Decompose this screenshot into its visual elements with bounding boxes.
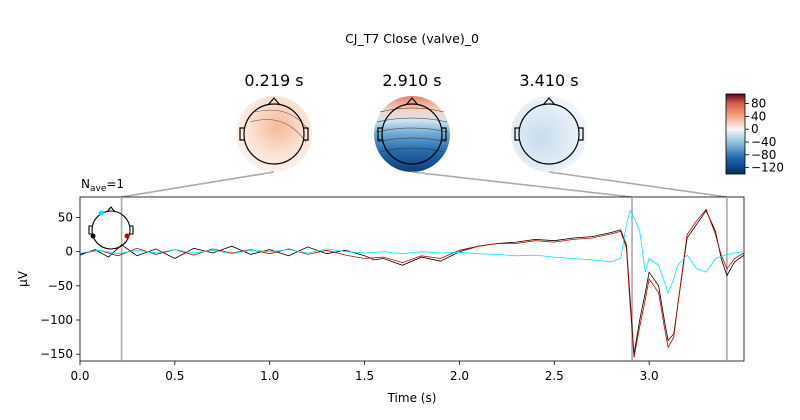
topomap-1-time: 0.219 s bbox=[244, 71, 303, 90]
y-tick-label: −150 bbox=[40, 347, 73, 361]
topomap-3-time: 3.410 s bbox=[519, 71, 578, 90]
x-tick-label: 0.5 bbox=[165, 369, 184, 383]
x-tick-label: 2.0 bbox=[450, 369, 469, 383]
marker-connector bbox=[121, 171, 275, 198]
sensor-dot-black bbox=[90, 233, 96, 239]
x-axis-label: Time (s) bbox=[387, 391, 437, 405]
x-tick-label: 2.5 bbox=[545, 369, 564, 383]
y-tick-label: 0 bbox=[65, 245, 73, 259]
sensor-dot-cyan bbox=[98, 210, 104, 216]
colorbar-tick-label: −120 bbox=[751, 161, 784, 175]
x-tick-label: 1.0 bbox=[260, 369, 279, 383]
y-tick-label: −50 bbox=[48, 279, 73, 293]
topomap-2: 2.910 s bbox=[374, 71, 450, 172]
topomap-1: 0.219 s bbox=[236, 71, 312, 172]
chart-title: CJ_T7 Close (valve)_0 bbox=[345, 31, 479, 46]
x-tick-label: 0.0 bbox=[70, 369, 89, 383]
x-tick-label: 3.0 bbox=[640, 369, 659, 383]
series-line bbox=[80, 208, 744, 358]
marker-connector bbox=[548, 171, 728, 198]
sensor-dot-red bbox=[124, 233, 130, 239]
marker-connectors bbox=[121, 171, 728, 198]
series-line bbox=[80, 209, 744, 355]
series-group bbox=[80, 208, 744, 358]
series-line bbox=[80, 209, 744, 294]
y-tick-label: 50 bbox=[58, 211, 73, 225]
y-axis-label: µV bbox=[16, 270, 30, 287]
colorbar-tick-label: 80 bbox=[751, 97, 766, 111]
colorbar-tick-label: 40 bbox=[751, 109, 766, 123]
topomap-2-time: 2.910 s bbox=[382, 71, 441, 90]
plot-area bbox=[79, 196, 745, 362]
colorbar-tick-label: −40 bbox=[751, 135, 776, 149]
x-tick-label: 1.5 bbox=[355, 369, 374, 383]
colorbar-tick-label: 0 bbox=[751, 122, 759, 136]
y-tick-label: −100 bbox=[40, 313, 73, 327]
sensor-inset bbox=[88, 206, 134, 250]
marker-connector bbox=[411, 171, 633, 198]
x-axis: 0.0 0.5 1.0 1.5 2.0 2.5 3.0 bbox=[70, 361, 659, 383]
nave-label: Nave=1 bbox=[81, 177, 124, 194]
colorbar-tick-label: −80 bbox=[751, 148, 776, 162]
y-axis: 50 0 −50 −100 −150 bbox=[40, 211, 80, 361]
topomap-3: 3.410 s bbox=[511, 71, 587, 172]
